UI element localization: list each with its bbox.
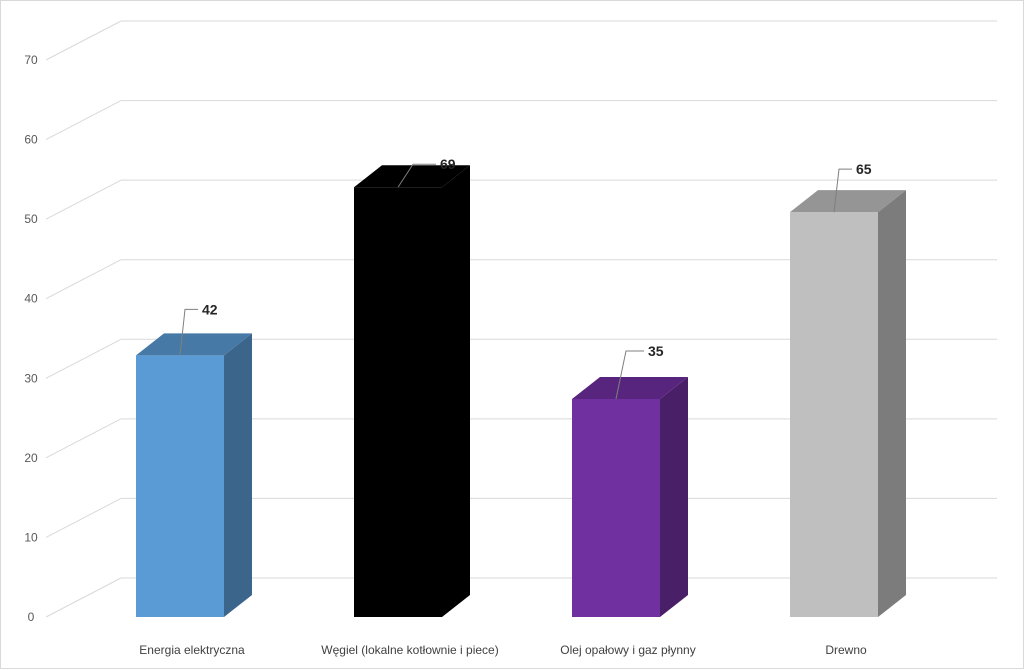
y-tick-label: 70 xyxy=(24,53,38,67)
bar-top xyxy=(572,377,688,399)
bar-side xyxy=(442,165,470,617)
bars xyxy=(136,165,906,617)
bar-side xyxy=(224,333,252,617)
category-label: Energia elektryczna xyxy=(139,643,245,657)
gridline-side xyxy=(45,100,122,141)
bar xyxy=(572,377,688,617)
gridline-side xyxy=(45,338,122,379)
y-tick-label: 30 xyxy=(24,371,38,385)
y-tick-label: 0 xyxy=(28,610,35,624)
bar-top xyxy=(354,165,470,188)
bar-top xyxy=(790,190,906,213)
gridline-side xyxy=(45,497,122,538)
bar-front xyxy=(136,355,224,617)
bar-front xyxy=(354,187,442,617)
data-label: 69 xyxy=(440,156,456,172)
category-labels: Energia elektryczna Węgiel (lokalne kotło… xyxy=(139,643,867,657)
data-label-leader xyxy=(615,350,644,400)
gridlines xyxy=(45,20,997,618)
bar xyxy=(354,165,470,617)
y-tick-label: 60 xyxy=(24,133,38,147)
gridline-side xyxy=(45,577,122,618)
gridline-side xyxy=(45,179,122,220)
y-tick-label: 20 xyxy=(24,451,38,465)
bar-side xyxy=(878,190,906,617)
bar xyxy=(790,190,906,617)
y-tick-label: 10 xyxy=(24,530,38,544)
bar-front xyxy=(572,399,660,617)
bar-top xyxy=(136,333,252,356)
data-labels: 42 69 35 65 xyxy=(179,156,872,400)
y-tick-label: 50 xyxy=(24,212,38,226)
data-label-leader xyxy=(179,308,198,356)
y-tick-label: 40 xyxy=(24,292,38,306)
data-label: 35 xyxy=(648,343,664,359)
data-label: 65 xyxy=(856,161,872,177)
y-axis-tick-labels: 0 10 20 30 40 50 60 70 xyxy=(24,53,38,624)
bar-front xyxy=(790,212,878,617)
data-label: 42 xyxy=(202,301,218,317)
gridline-side xyxy=(45,20,122,61)
bar-side xyxy=(660,377,688,617)
gridline-side xyxy=(45,418,122,459)
data-label-leader xyxy=(397,163,436,188)
category-label: Olej opałowy i gaz płynny xyxy=(560,643,695,657)
category-label: Drewno xyxy=(825,643,867,657)
data-label-leader xyxy=(833,168,852,213)
bar xyxy=(136,333,252,617)
gridline-side xyxy=(45,259,122,300)
category-label: Węgiel (lokalne kotłownie i piece) xyxy=(321,643,498,657)
